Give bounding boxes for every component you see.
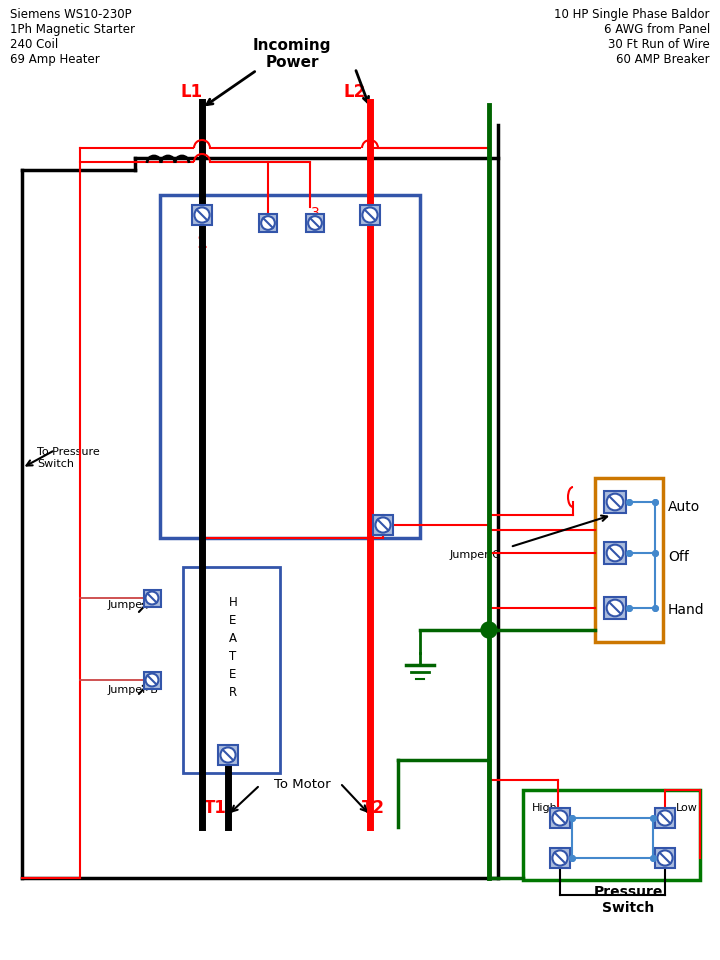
- Circle shape: [481, 622, 497, 638]
- Circle shape: [375, 517, 391, 533]
- Text: 1: 1: [197, 235, 207, 251]
- Text: L1: L1: [181, 83, 203, 101]
- Bar: [192, 205, 212, 225]
- Bar: [604, 597, 626, 619]
- Bar: [259, 214, 277, 232]
- Bar: [373, 515, 393, 535]
- Circle shape: [607, 493, 624, 511]
- Text: Jumper A: Jumper A: [108, 600, 159, 610]
- Bar: [360, 205, 380, 225]
- Circle shape: [657, 851, 672, 866]
- Bar: [604, 491, 626, 513]
- Text: Jumper C: Jumper C: [450, 550, 501, 560]
- Text: Auto: Auto: [668, 500, 701, 514]
- Text: 3: 3: [310, 206, 320, 220]
- Bar: [143, 589, 161, 607]
- Bar: [523, 790, 700, 880]
- Text: Low: Low: [676, 803, 698, 813]
- Circle shape: [145, 591, 158, 605]
- Circle shape: [308, 216, 322, 229]
- Circle shape: [362, 207, 377, 223]
- Text: High: High: [532, 803, 558, 813]
- Circle shape: [552, 810, 567, 826]
- Circle shape: [145, 674, 158, 686]
- Circle shape: [607, 600, 624, 616]
- Circle shape: [194, 207, 210, 223]
- Bar: [183, 567, 280, 773]
- Bar: [160, 195, 420, 538]
- Bar: [143, 671, 161, 688]
- Text: 10 HP Single Phase Baldor
6 AWG from Panel
30 Ft Run of Wire
60 AMP Breaker: 10 HP Single Phase Baldor 6 AWG from Pan…: [554, 8, 710, 66]
- Bar: [655, 848, 675, 868]
- Circle shape: [657, 810, 672, 826]
- Text: Incoming: Incoming: [253, 38, 331, 53]
- Text: Power: Power: [265, 55, 319, 70]
- Text: Off: Off: [668, 550, 689, 564]
- Bar: [550, 808, 570, 828]
- Circle shape: [220, 748, 235, 762]
- Text: L2: L2: [344, 83, 366, 101]
- Text: T1: T1: [204, 799, 226, 817]
- Text: K: K: [264, 218, 272, 232]
- Text: Hand: Hand: [668, 603, 705, 617]
- Text: Jumper B: Jumper B: [108, 685, 159, 695]
- Text: Siemens WS10-230P
1Ph Magnetic Starter
240 Coil
69 Amp Heater: Siemens WS10-230P 1Ph Magnetic Starter 2…: [10, 8, 135, 66]
- Text: Pressure
Switch: Pressure Switch: [593, 885, 662, 915]
- Bar: [550, 848, 570, 868]
- Text: H
E
A
T
E
R: H E A T E R: [229, 596, 238, 700]
- Bar: [604, 542, 626, 564]
- Text: To Pressure
Switch: To Pressure Switch: [37, 447, 100, 468]
- Bar: [218, 745, 238, 765]
- Text: T2: T2: [361, 799, 384, 817]
- Circle shape: [552, 851, 567, 866]
- Bar: [306, 214, 324, 232]
- Circle shape: [261, 216, 275, 229]
- Circle shape: [607, 544, 624, 562]
- Bar: [595, 478, 663, 642]
- Text: To Motor: To Motor: [274, 779, 330, 791]
- Bar: [655, 808, 675, 828]
